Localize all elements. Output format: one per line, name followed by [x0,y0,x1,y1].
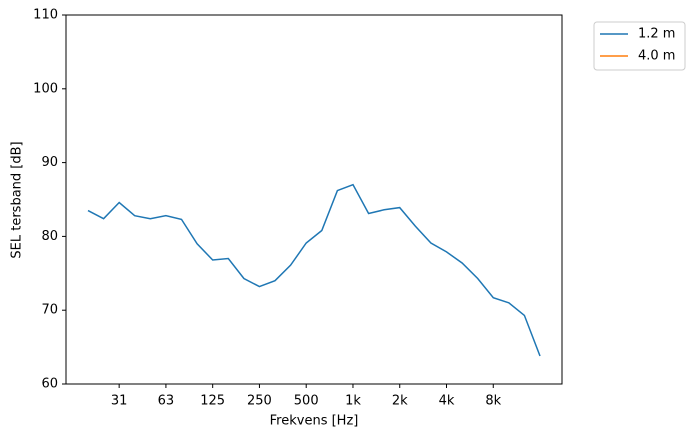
legend-label: 1.2 m [638,27,675,42]
x-tick-label: 8k [485,394,501,409]
x-tick-label: 4k [439,394,455,409]
plot-frame [65,14,563,385]
x-tick-label: 2k [392,394,408,409]
y-axis-label: SEL tersband [dB] [10,141,25,258]
x-tick-label: 31 [111,394,128,409]
y-tick-label: 60 [41,377,58,392]
y-tick-label: 90 [41,155,58,170]
x-tick-label: 1k [345,394,361,409]
x-tick-label: 500 [294,394,319,409]
y-tick-label: 70 [41,303,58,318]
y-tick-label: 80 [41,229,58,244]
y-tick-label: 110 [33,8,58,23]
x-axis-label: Frekvens [Hz] [270,414,359,429]
x-tick-label: 250 [247,394,272,409]
legend-label: 4.0 m [638,49,675,64]
y-tick-label: 100 [33,81,58,96]
x-tick-label: 63 [158,394,175,409]
data-line [87,183,541,357]
x-tick-label: 125 [200,394,225,409]
